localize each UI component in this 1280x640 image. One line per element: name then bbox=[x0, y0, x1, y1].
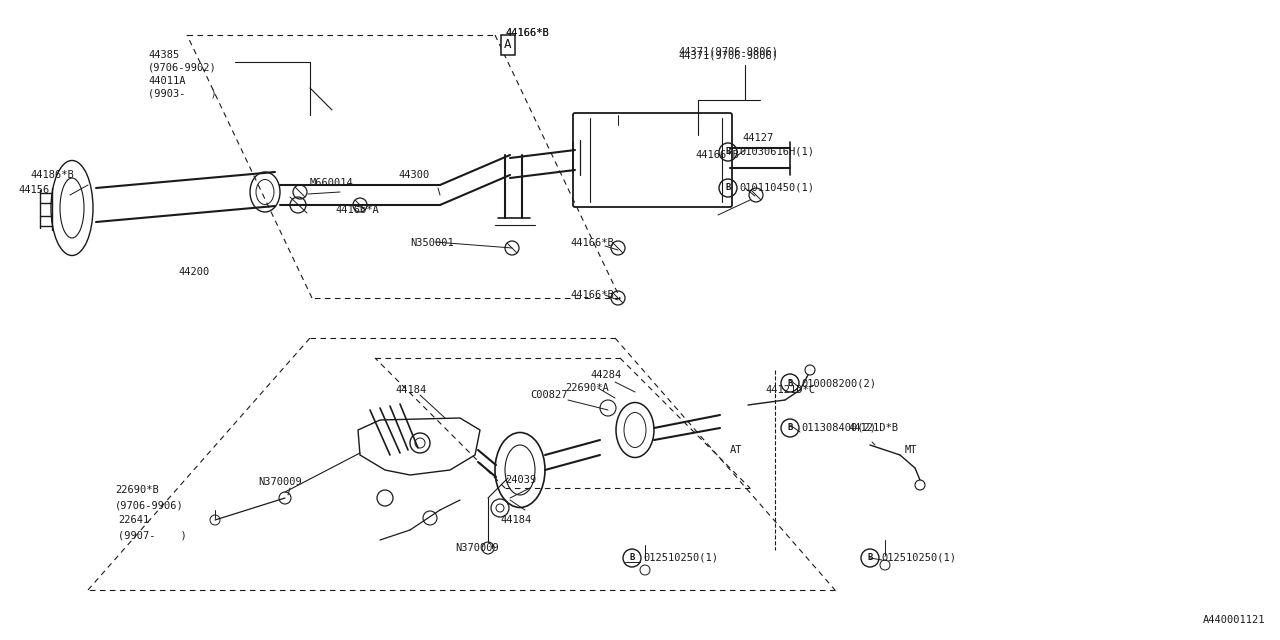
Text: 22690*B: 22690*B bbox=[115, 485, 159, 495]
Text: (9706-9906): (9706-9906) bbox=[115, 500, 184, 510]
Text: 44166*B: 44166*B bbox=[695, 150, 739, 160]
Text: 44156: 44156 bbox=[18, 185, 49, 195]
Text: B: B bbox=[726, 147, 731, 157]
Text: AT: AT bbox=[730, 445, 742, 455]
Text: 44127: 44127 bbox=[742, 133, 773, 143]
Text: B: B bbox=[787, 424, 792, 433]
Text: MT: MT bbox=[905, 445, 918, 455]
Text: 44166*B: 44166*B bbox=[506, 28, 549, 38]
Text: (9706-9902): (9706-9902) bbox=[148, 63, 216, 73]
Text: 44166*B: 44166*B bbox=[506, 28, 549, 38]
Text: 44121D*B: 44121D*B bbox=[849, 423, 899, 433]
Text: 44200: 44200 bbox=[178, 267, 209, 277]
Text: 24039: 24039 bbox=[506, 475, 536, 485]
Text: 44166*B: 44166*B bbox=[570, 290, 613, 300]
Text: 44011A: 44011A bbox=[148, 76, 186, 86]
Text: 010008200(2): 010008200(2) bbox=[801, 378, 876, 388]
Text: N370009: N370009 bbox=[259, 477, 302, 487]
Text: 22690*A: 22690*A bbox=[564, 383, 609, 393]
Text: 44284: 44284 bbox=[590, 370, 621, 380]
Text: 44371(9706-9806): 44371(9706-9806) bbox=[678, 50, 778, 60]
Text: 44184: 44184 bbox=[500, 515, 531, 525]
Text: 01030616H(1): 01030616H(1) bbox=[739, 147, 814, 157]
Text: A440001121: A440001121 bbox=[1202, 615, 1265, 625]
Text: N370009: N370009 bbox=[454, 543, 499, 553]
Text: 44184: 44184 bbox=[396, 385, 426, 395]
Text: B: B bbox=[787, 378, 792, 387]
Text: 010110450(1): 010110450(1) bbox=[739, 183, 814, 193]
Text: A: A bbox=[504, 38, 512, 51]
Text: 44186*B: 44186*B bbox=[29, 170, 74, 180]
Text: 012510250(1): 012510250(1) bbox=[881, 553, 956, 563]
Text: 44371(9706-9806): 44371(9706-9806) bbox=[678, 47, 778, 57]
Text: 44166*A: 44166*A bbox=[335, 205, 379, 215]
Text: B: B bbox=[630, 554, 635, 563]
Text: 44300: 44300 bbox=[398, 170, 429, 180]
Text: (9903-    ): (9903- ) bbox=[148, 89, 216, 99]
Text: (9907-    ): (9907- ) bbox=[118, 530, 187, 540]
Text: 44166*B: 44166*B bbox=[570, 238, 613, 248]
Text: B: B bbox=[868, 554, 873, 563]
Text: C00827: C00827 bbox=[530, 390, 567, 400]
Text: B: B bbox=[726, 184, 731, 193]
Text: 44121D*C: 44121D*C bbox=[765, 385, 815, 395]
Text: 012510250(1): 012510250(1) bbox=[643, 553, 718, 563]
Text: M660014: M660014 bbox=[310, 178, 353, 188]
Text: 011308400(2): 011308400(2) bbox=[801, 423, 876, 433]
Text: 44385: 44385 bbox=[148, 50, 179, 60]
Text: N350001: N350001 bbox=[410, 238, 453, 248]
Text: 22641: 22641 bbox=[118, 515, 150, 525]
